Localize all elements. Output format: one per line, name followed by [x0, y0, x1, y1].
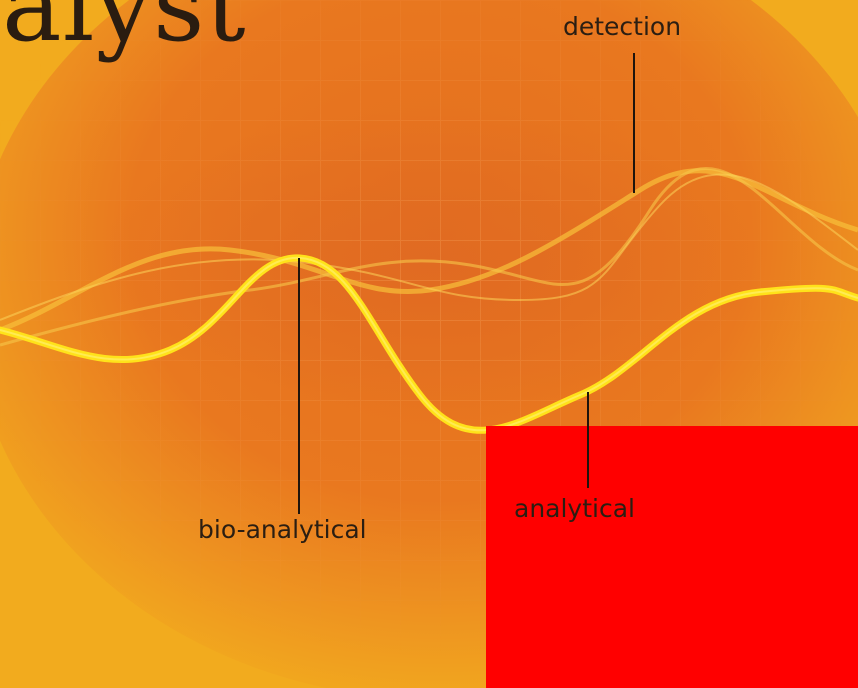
detection-leader-line [633, 53, 635, 193]
bio-analytical-leader-line [298, 258, 300, 514]
red-redaction-block [486, 426, 858, 688]
wave-main-highlight [0, 256, 858, 432]
bio-analytical-label: bio-analytical [198, 515, 367, 544]
title-text: alyst [2, 0, 247, 64]
wave-soft-3 [0, 173, 858, 321]
detection-label: detection [563, 12, 682, 41]
wave-soft-1 [0, 168, 858, 333]
analytical-label: analytical [514, 494, 635, 523]
analytical-leader-line [587, 392, 589, 488]
